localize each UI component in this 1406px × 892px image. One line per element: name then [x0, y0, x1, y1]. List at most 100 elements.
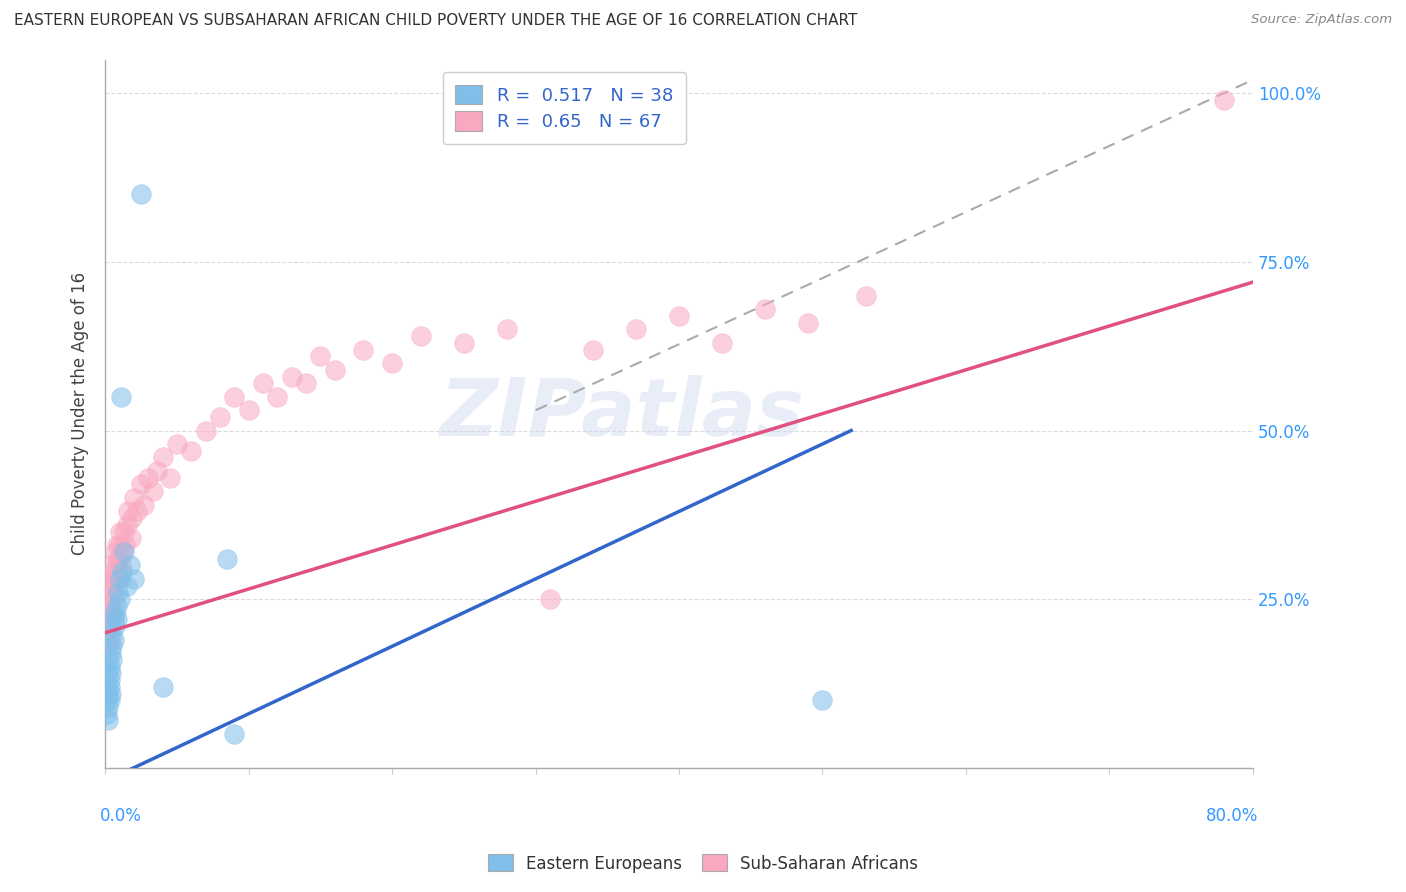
Legend: R =  0.517   N = 38, R =  0.65   N = 67: R = 0.517 N = 38, R = 0.65 N = 67	[443, 72, 686, 144]
Text: 80.0%: 80.0%	[1206, 806, 1258, 824]
Point	[101, 625, 124, 640]
Point	[97, 714, 120, 728]
Point	[98, 673, 121, 687]
Point	[96, 612, 118, 626]
Point	[159, 471, 181, 485]
Point	[668, 309, 690, 323]
Point	[105, 612, 128, 626]
Point	[97, 666, 120, 681]
Point	[100, 572, 122, 586]
Point	[104, 545, 127, 559]
Point	[112, 524, 135, 539]
Point	[108, 538, 131, 552]
Point	[120, 532, 142, 546]
Point	[252, 376, 274, 391]
Point	[238, 403, 260, 417]
Point	[98, 680, 121, 694]
Y-axis label: Child Poverty Under the Age of 16: Child Poverty Under the Age of 16	[72, 272, 89, 555]
Point	[105, 599, 128, 613]
Point	[811, 693, 834, 707]
Point	[146, 464, 169, 478]
Point	[280, 369, 302, 384]
Point	[101, 558, 124, 573]
Point	[624, 322, 647, 336]
Point	[96, 706, 118, 721]
Point	[105, 558, 128, 573]
Text: Source: ZipAtlas.com: Source: ZipAtlas.com	[1251, 13, 1392, 27]
Point	[118, 558, 141, 573]
Point	[132, 498, 155, 512]
Point	[142, 484, 165, 499]
Point	[129, 477, 152, 491]
Point	[309, 349, 332, 363]
Point	[100, 666, 122, 681]
Point	[114, 538, 136, 552]
Point	[104, 606, 127, 620]
Point	[96, 625, 118, 640]
Point	[538, 592, 561, 607]
Point	[122, 572, 145, 586]
Point	[103, 632, 125, 647]
Point	[797, 316, 820, 330]
Point	[100, 585, 122, 599]
Point	[166, 437, 188, 451]
Point	[112, 545, 135, 559]
Point	[129, 187, 152, 202]
Point	[108, 524, 131, 539]
Point	[103, 612, 125, 626]
Point	[98, 693, 121, 707]
Point	[1213, 93, 1236, 107]
Point	[110, 390, 132, 404]
Point	[323, 363, 346, 377]
Legend: Eastern Europeans, Sub-Saharan Africans: Eastern Europeans, Sub-Saharan Africans	[481, 847, 925, 880]
Point	[108, 592, 131, 607]
Point	[96, 680, 118, 694]
Point	[100, 686, 122, 700]
Point	[121, 511, 143, 525]
Point	[111, 545, 134, 559]
Point	[97, 653, 120, 667]
Point	[101, 579, 124, 593]
Point	[105, 538, 128, 552]
Point	[101, 640, 124, 654]
Point	[97, 700, 120, 714]
Point	[180, 443, 202, 458]
Point	[711, 335, 734, 350]
Point	[111, 565, 134, 579]
Point	[352, 343, 374, 357]
Point	[115, 579, 138, 593]
Point	[152, 680, 174, 694]
Text: 0.0%: 0.0%	[100, 806, 142, 824]
Point	[224, 727, 246, 741]
Text: ZIPatlas: ZIPatlas	[439, 375, 804, 452]
Point	[97, 640, 120, 654]
Point	[115, 517, 138, 532]
Point	[453, 335, 475, 350]
Point	[101, 606, 124, 620]
Point	[217, 551, 239, 566]
Point	[295, 376, 318, 391]
Point	[97, 686, 120, 700]
Point	[98, 659, 121, 673]
Point	[224, 390, 246, 404]
Point	[107, 551, 129, 566]
Point	[103, 565, 125, 579]
Point	[409, 329, 432, 343]
Point	[107, 585, 129, 599]
Point	[98, 619, 121, 633]
Point	[98, 632, 121, 647]
Point	[194, 424, 217, 438]
Point	[100, 612, 122, 626]
Point	[110, 558, 132, 573]
Point	[855, 288, 877, 302]
Point	[136, 471, 159, 485]
Point	[103, 592, 125, 607]
Point	[97, 606, 120, 620]
Point	[96, 693, 118, 707]
Point	[108, 572, 131, 586]
Point	[100, 646, 122, 660]
Point	[98, 599, 121, 613]
Point	[104, 572, 127, 586]
Point	[582, 343, 605, 357]
Text: EASTERN EUROPEAN VS SUBSAHARAN AFRICAN CHILD POVERTY UNDER THE AGE OF 16 CORRELA: EASTERN EUROPEAN VS SUBSAHARAN AFRICAN C…	[14, 13, 858, 29]
